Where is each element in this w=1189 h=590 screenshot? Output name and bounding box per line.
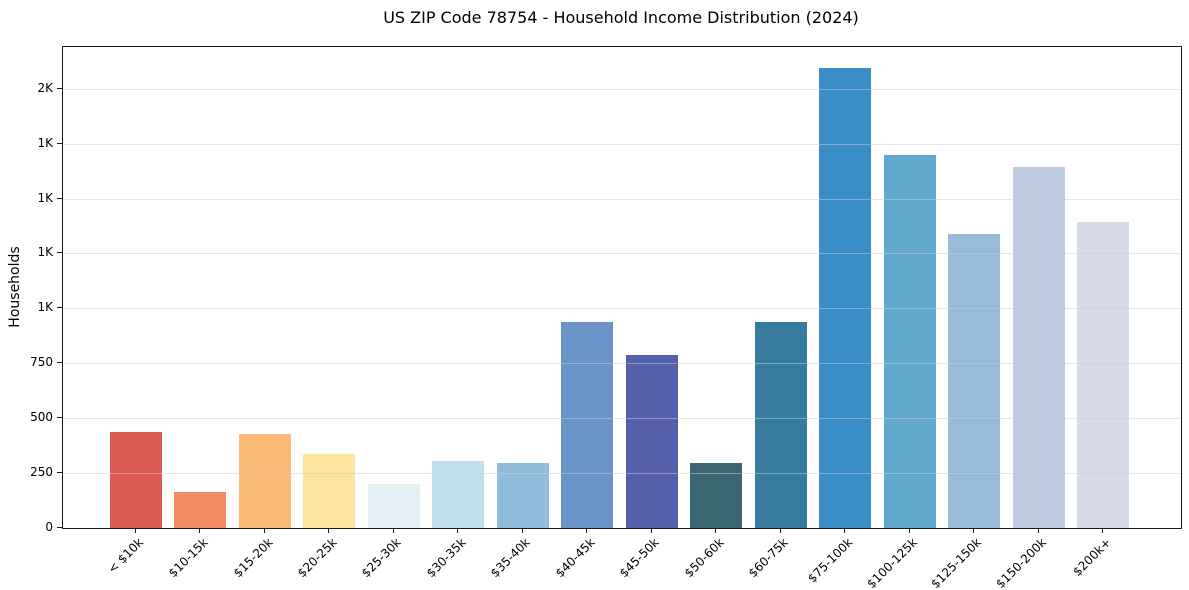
x-tick-mark xyxy=(135,528,136,533)
gridline-2000 xyxy=(63,88,1181,90)
x-tick-label-15: $200k+ xyxy=(1069,535,1114,579)
y-tick-mark xyxy=(57,472,62,474)
y-tick-label: 500 xyxy=(30,410,53,425)
x-tick-mark xyxy=(328,528,330,533)
bar-$150-200k xyxy=(1012,166,1065,528)
x-tick-mark xyxy=(650,528,652,533)
x-tick-label-2: $15-20k xyxy=(230,535,276,581)
x-tick-label-12: $100-125k xyxy=(864,535,920,590)
x-tick-label-10: $60-75k xyxy=(746,535,791,581)
bar-$60-75k xyxy=(754,321,807,528)
y-tick-mark xyxy=(57,87,62,89)
y-tick-mark xyxy=(57,527,62,528)
x-tick-label-3: $20-25k xyxy=(294,535,340,581)
y-tick-label: 1K xyxy=(37,190,53,205)
bar-$10-15k xyxy=(174,491,227,528)
plot-area xyxy=(62,46,1182,529)
y-tick-label: 1K xyxy=(37,245,53,260)
x-tick-label-1: $10-15k xyxy=(165,535,211,581)
x-tick-mark xyxy=(263,528,265,533)
bar-$20-25k xyxy=(303,454,356,528)
y-tick-label: 1K xyxy=(37,300,53,315)
x-tick-mark xyxy=(844,528,846,533)
x-tick-mark xyxy=(973,528,975,533)
bar-$25-30k xyxy=(367,484,420,528)
y-tick-label: 750 xyxy=(30,355,53,370)
gridline-1000 xyxy=(63,308,1181,310)
x-tick-mark xyxy=(586,528,588,533)
y-tick-mark xyxy=(57,417,62,419)
x-tick-label-13: $125-150k xyxy=(928,535,985,590)
bar-$45-50k xyxy=(625,354,678,528)
x-tick-mark xyxy=(199,528,201,533)
x-tick-label-4: $25-30k xyxy=(359,535,405,581)
bar-$15-20k xyxy=(238,433,291,528)
x-tick-mark xyxy=(908,528,910,533)
gridline-1500 xyxy=(63,198,1181,200)
gridline-1250 xyxy=(63,253,1181,255)
y-tick-mark xyxy=(57,362,62,364)
x-tick-label-7: $40-45k xyxy=(552,535,598,581)
bar-$75-100k xyxy=(819,67,872,528)
x-tick-mark xyxy=(779,528,781,533)
x-tick-label-0: < $10k xyxy=(105,535,147,577)
x-tick-label-11: $75-100k xyxy=(805,535,856,586)
bar-$30-35k xyxy=(432,461,485,528)
x-tick-label-8: $45-50k xyxy=(617,535,662,581)
bar-$125-150k xyxy=(948,233,1001,528)
x-tick-label-14: $150-200k xyxy=(993,535,1049,590)
y-tick-label: 0 xyxy=(45,520,53,534)
x-tick-mark xyxy=(392,528,394,533)
gridline-500 xyxy=(63,418,1181,420)
bar-$40-45k xyxy=(561,321,614,528)
gridline-250 xyxy=(63,473,1181,475)
bar-< $10k xyxy=(110,432,162,528)
bar-$200k+ xyxy=(1077,221,1130,528)
y-tick-label: 2K xyxy=(37,80,53,95)
gridline-750 xyxy=(63,363,1181,365)
y-tick-mark xyxy=(57,142,62,144)
chart-title: US ZIP Code 78754 - Household Income Dis… xyxy=(383,8,859,27)
y-tick-label: 1K xyxy=(37,135,53,150)
y-tick-label: 250 xyxy=(30,465,53,480)
x-tick-label-5: $30-35k xyxy=(423,535,469,581)
bar-$100-125k xyxy=(883,154,936,528)
x-tick-mark xyxy=(715,528,717,533)
x-tick-label-6: $35-40k xyxy=(488,535,534,581)
y-tick-mark xyxy=(57,252,62,254)
x-tick-mark xyxy=(1037,528,1039,533)
y-tick-mark xyxy=(57,197,62,199)
x-tick-mark xyxy=(1102,528,1104,533)
x-tick-mark xyxy=(457,528,459,533)
x-tick-mark xyxy=(521,528,523,533)
gridline-1750 xyxy=(63,143,1181,145)
y-tick-mark xyxy=(57,307,62,309)
x-tick-label-9: $50-60k xyxy=(681,535,727,581)
